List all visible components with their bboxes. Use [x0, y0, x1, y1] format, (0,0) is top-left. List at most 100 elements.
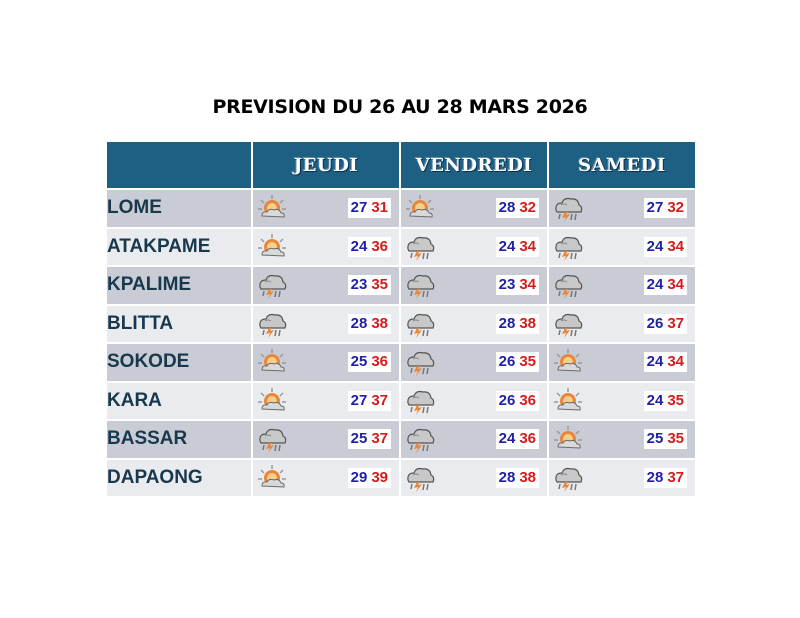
header-row: JEUDI VENDREDI SAMEDI: [105, 140, 697, 190]
storm-cloud-icon: [553, 233, 583, 261]
city-row: DAPAONG 29 39 28 38 28 37: [105, 457, 697, 498]
city-row: BLITTA 28 38 28 38 26 37: [105, 303, 697, 344]
max-temp: 31: [371, 199, 388, 216]
storm-cloud-icon: [405, 233, 435, 261]
sun-cloud-icon: [257, 194, 287, 222]
forecast-cell: 24 34: [547, 265, 697, 306]
temperature-box: 27 31: [347, 198, 391, 218]
temperature-box: 24 34: [643, 236, 687, 257]
storm-cloud-icon: [405, 464, 435, 492]
temperature-box: 23 34: [495, 275, 539, 295]
city-name: DAPAONG: [105, 457, 253, 498]
min-temp: 28: [498, 314, 516, 332]
max-temp: 35: [519, 353, 536, 370]
day-header: JEUDI: [251, 140, 401, 190]
min-temp: 28: [646, 468, 664, 486]
sun-cloud-icon: [257, 387, 287, 415]
forecast-cell: 23 35: [251, 265, 401, 306]
city-row: KPALIME 23 35 23 34 24 34: [105, 265, 697, 306]
min-temp: 23: [498, 276, 516, 293]
temperature-box: 23 35: [347, 275, 391, 295]
city-name: KARA: [105, 380, 253, 421]
storm-cloud-icon: [553, 310, 583, 338]
forecast-cell: 28 32: [399, 188, 549, 229]
city-row: LOME 27 31 28 32 27 32: [105, 188, 697, 229]
max-temp: 38: [519, 314, 536, 332]
forecast-cell: 26 36: [399, 380, 549, 421]
day-header: SAMEDI: [547, 140, 697, 190]
max-temp: 32: [519, 199, 536, 216]
forecast-table: JEUDI VENDREDI SAMEDI LOME 27 31 28 32 27 32 AT…: [105, 140, 697, 498]
city-row: SOKODE 25 36 26 35 24 34: [105, 342, 697, 383]
min-temp: 24: [498, 430, 516, 447]
forecast-cell: 28 38: [251, 303, 401, 344]
max-temp: 32: [667, 199, 684, 216]
temperature-box: 28 37: [643, 467, 687, 488]
sun-cloud-icon: [405, 194, 435, 222]
forecast-cell: 25 36: [251, 342, 401, 383]
min-temp: 24: [646, 276, 664, 293]
forecast-cell: 24 34: [547, 226, 697, 267]
temperature-box: 26 37: [643, 313, 687, 334]
temperature-box: 24 34: [495, 236, 539, 257]
temperature-box: 24 34: [643, 352, 687, 372]
temperature-box: 24 36: [495, 429, 539, 449]
min-temp: 23: [350, 276, 368, 293]
max-temp: 34: [667, 353, 684, 370]
temperature-box: 27 37: [347, 390, 391, 411]
sun-cloud-icon: [257, 348, 287, 376]
city-name: ATAKPAME: [105, 226, 253, 267]
max-temp: 37: [667, 314, 684, 332]
max-temp: 34: [519, 276, 536, 293]
min-temp: 25: [646, 430, 664, 447]
storm-cloud-icon: [553, 271, 583, 299]
max-temp: 38: [519, 468, 536, 486]
temperature-box: 25 36: [347, 352, 391, 372]
max-temp: 34: [667, 276, 684, 293]
storm-cloud-icon: [405, 425, 435, 453]
city-name: LOME: [105, 188, 253, 229]
day-header: VENDREDI: [399, 140, 549, 190]
sun-cloud-icon: [553, 348, 583, 376]
min-temp: 26: [498, 353, 516, 370]
max-temp: 34: [667, 237, 684, 255]
forecast-cell: 26 37: [547, 303, 697, 344]
min-temp: 26: [498, 391, 516, 409]
forecast-cell: 28 37: [547, 457, 697, 498]
max-temp: 35: [667, 430, 684, 447]
forecast-cell: 24 35: [547, 380, 697, 421]
max-temp: 35: [371, 276, 388, 293]
temperature-box: 29 39: [347, 467, 391, 488]
storm-cloud-icon: [405, 271, 435, 299]
city-row: BASSAR 25 37 24 36 25 35: [105, 419, 697, 460]
max-temp: 38: [371, 314, 388, 332]
forecast-cell: 27 31: [251, 188, 401, 229]
max-temp: 37: [371, 430, 388, 447]
storm-cloud-icon: [405, 348, 435, 376]
min-temp: 28: [350, 314, 368, 332]
max-temp: 35: [667, 391, 684, 409]
temperature-box: 24 34: [643, 275, 687, 295]
max-temp: 36: [371, 237, 388, 255]
sun-cloud-icon: [257, 233, 287, 261]
max-temp: 36: [519, 430, 536, 447]
forecast-cell: 29 39: [251, 457, 401, 498]
storm-cloud-icon: [405, 310, 435, 338]
city-name: BASSAR: [105, 419, 253, 460]
forecast-cell: 28 38: [399, 303, 549, 344]
page-title: PREVISION DU 26 AU 28 MARS 2026: [212, 96, 588, 118]
temperature-box: 28 38: [495, 467, 539, 488]
sun-cloud-icon: [553, 425, 583, 453]
sun-cloud-icon: [553, 387, 583, 415]
min-temp: 28: [498, 199, 516, 216]
forecast-cell: 27 32: [547, 188, 697, 229]
storm-cloud-icon: [405, 387, 435, 415]
temperature-box: 28 38: [495, 313, 539, 334]
city-name: BLITTA: [105, 303, 253, 344]
max-temp: 37: [371, 391, 388, 409]
storm-cloud-icon: [257, 271, 287, 299]
temperature-box: 24 35: [643, 390, 687, 411]
temperature-box: 26 36: [495, 390, 539, 411]
temperature-box: 25 37: [347, 429, 391, 449]
storm-cloud-icon: [553, 194, 583, 222]
